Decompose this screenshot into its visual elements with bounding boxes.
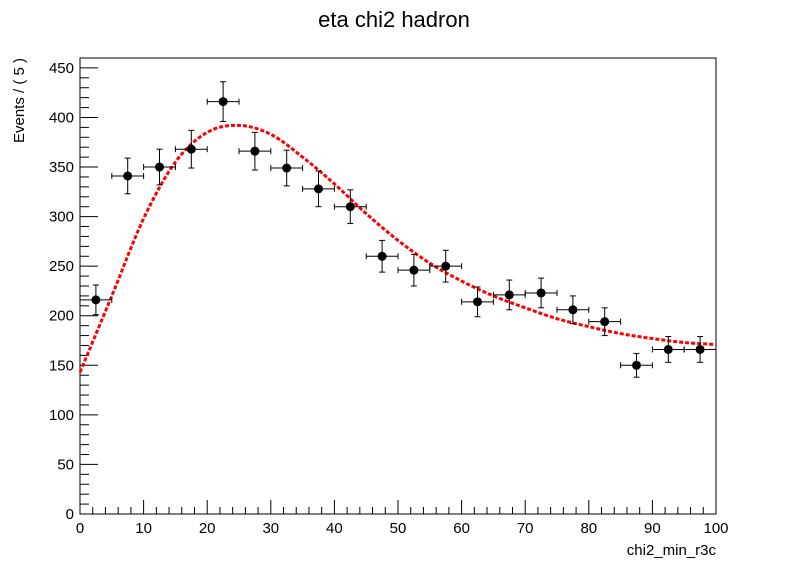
chart-title: eta chi2 hadron <box>318 7 470 32</box>
data-point <box>492 279 526 311</box>
y-tick-label: 450 <box>49 60 74 77</box>
data-marker <box>695 344 705 354</box>
data-point <box>556 295 590 325</box>
x-tick-label: 0 <box>76 520 84 537</box>
data-point <box>302 170 335 208</box>
data-marker <box>186 144 196 154</box>
data-point <box>683 336 717 363</box>
data-marker <box>632 360 641 370</box>
data-point <box>143 148 176 186</box>
x-tick-label: 40 <box>326 520 343 537</box>
data-point <box>238 131 272 171</box>
data-marker <box>282 163 292 173</box>
data-point <box>588 307 622 337</box>
x-tick-label: 30 <box>262 520 279 537</box>
x-axis-title: chi2_min_r3c <box>627 542 717 559</box>
x-tick-label: 60 <box>453 520 470 537</box>
data-marker <box>473 297 482 307</box>
y-tick-label: 200 <box>49 308 74 325</box>
data-point <box>524 277 558 309</box>
x-tick-label: 20 <box>199 520 216 537</box>
data-point <box>174 129 208 169</box>
y-tick-label: 350 <box>49 159 74 176</box>
data-marker <box>377 251 387 261</box>
y-tick-label: 150 <box>49 357 74 374</box>
data-marker <box>91 295 101 305</box>
x-tick-label: 90 <box>644 520 661 537</box>
x-tick-label: 70 <box>517 520 534 537</box>
y-tick-label: 300 <box>49 209 74 226</box>
data-marker <box>536 288 546 298</box>
y-tick-label: 0 <box>66 506 74 523</box>
y-tick-label: 50 <box>57 456 74 473</box>
x-tick-label: 10 <box>135 520 152 537</box>
data-marker <box>314 184 323 194</box>
x-axis: 0 10 20 30 40 50 60 70 80 90 100 <box>76 500 729 537</box>
y-axis: 0 50 100 150 200 250 300 350 400 450 <box>49 57 98 523</box>
data-marker <box>568 305 578 315</box>
y-tick-label: 100 <box>49 407 74 424</box>
data-point <box>651 336 685 363</box>
data-marker <box>504 290 514 300</box>
data-marker <box>250 146 260 156</box>
x-tick-label: 50 <box>390 520 407 537</box>
data-marker <box>155 162 164 172</box>
data-point <box>333 189 367 225</box>
data-marker <box>663 344 673 354</box>
plot-frame <box>79 57 717 515</box>
x-tick-label: 100 <box>703 520 728 537</box>
data-marker <box>123 171 133 181</box>
data-point <box>79 284 113 316</box>
y-tick-label: 400 <box>49 109 74 126</box>
data-marker <box>218 97 228 107</box>
data-point <box>620 352 653 378</box>
data-point <box>206 81 240 122</box>
data-marker <box>409 265 419 275</box>
y-axis-title: Events / ( 5 ) <box>11 58 28 143</box>
data-point <box>429 249 463 283</box>
data-point <box>397 253 431 287</box>
data-marker <box>441 261 451 271</box>
fit-curve <box>78 123 717 373</box>
data-points-layer <box>79 81 717 378</box>
data-point <box>365 239 399 273</box>
data-point <box>461 286 494 318</box>
fit-curve-layer <box>78 123 717 373</box>
data-marker <box>345 202 355 212</box>
y-tick-label: 250 <box>49 258 74 275</box>
data-point <box>270 149 304 187</box>
data-point <box>111 157 145 195</box>
x-tick-label: 80 <box>580 520 597 537</box>
data-marker <box>600 317 610 327</box>
